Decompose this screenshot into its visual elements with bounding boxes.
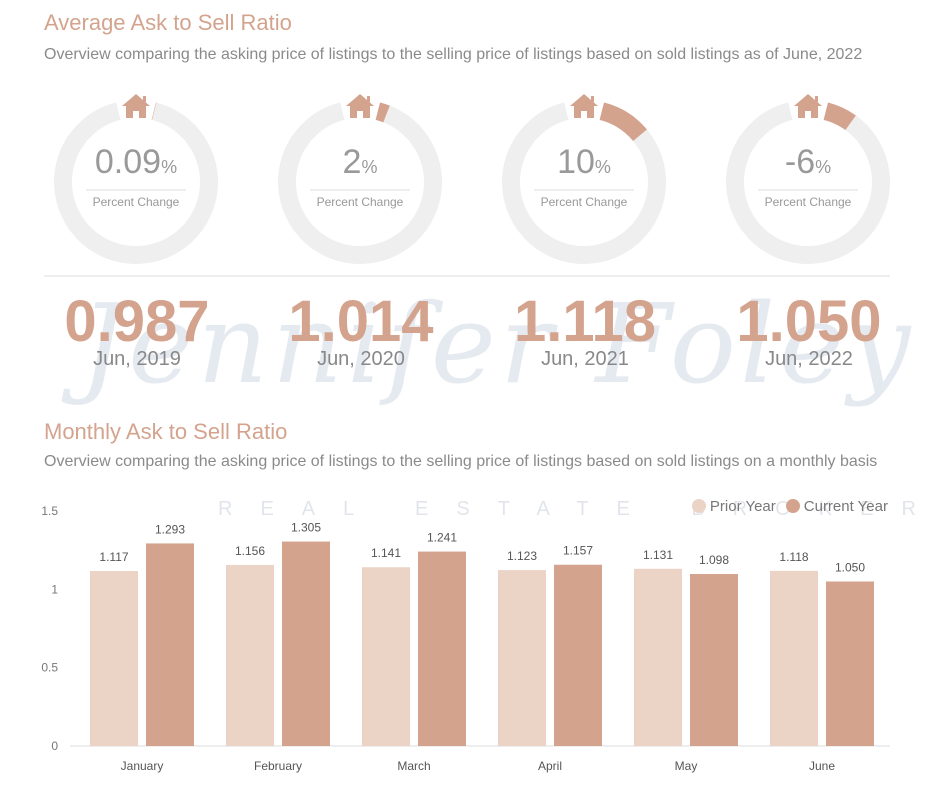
year-label: Jun, 2022 <box>765 348 853 370</box>
bar-prior-march[interactable] <box>362 567 410 746</box>
y-tick-label: 0 <box>51 739 58 753</box>
bar-current-april[interactable] <box>554 564 602 746</box>
bar-value-label: 1.141 <box>371 546 401 560</box>
house-icon <box>122 94 150 118</box>
legend-label: Current Year <box>803 498 888 515</box>
bar-current-january[interactable] <box>146 543 194 746</box>
gauge-ring <box>54 94 218 264</box>
gauge-1: 0.09% Percent Change <box>46 92 226 272</box>
gauge-fill <box>726 100 890 264</box>
bar-value-label: 1.117 <box>99 550 128 564</box>
legend-swatch <box>785 499 800 513</box>
bar-current-february[interactable] <box>282 541 330 746</box>
legend-current-year[interactable]: Current Year <box>785 498 888 515</box>
year-ratio: 1.014 <box>288 289 434 354</box>
year-stat: 0.987 Jun, 2019 <box>42 290 232 371</box>
divider <box>44 275 890 277</box>
gauge-label: Percent Change <box>764 195 852 209</box>
bar-value-label: 1.305 <box>291 521 321 535</box>
gauge-fill <box>502 100 666 264</box>
bar-prior-may[interactable] <box>634 568 682 746</box>
year-stat: 1.014 Jun, 2020 <box>266 290 456 371</box>
gauge-label: Percent Change <box>316 195 404 209</box>
gauge-ring <box>502 94 666 264</box>
chart-subtitle: Overview comparing the asking price of l… <box>44 453 878 470</box>
gauge-value: -6% <box>784 143 832 181</box>
gauge-label: Percent Change <box>540 195 628 209</box>
y-tick-label: 1.5 <box>41 504 58 518</box>
house-icon <box>346 94 374 118</box>
bar-prior-january[interactable] <box>90 571 138 746</box>
year-label: Jun, 2021 <box>541 348 629 370</box>
gauge-label: Percent Change <box>92 195 180 209</box>
year-ratio: 1.050 <box>736 289 882 354</box>
section-title: Average Ask to Sell Ratio <box>44 10 292 35</box>
year-ratio: 1.118 <box>514 289 656 354</box>
watermark-tagline: REAL ESTATE BROKER <box>218 498 940 520</box>
bar-value-label: 1.293 <box>155 522 185 536</box>
gauge-3: 10% Percent Change <box>494 92 674 272</box>
x-tick-label: March <box>397 759 430 773</box>
bar-value-label: 1.050 <box>835 561 865 575</box>
legend-swatch <box>691 499 706 513</box>
bar-value-label: 1.131 <box>643 548 673 562</box>
year-ratio: 0.987 <box>64 289 210 354</box>
legend-prior-year[interactable]: Prior Year <box>691 498 776 515</box>
legend-label: Prior Year <box>709 498 776 515</box>
gauge-ring <box>726 94 890 264</box>
year-label: Jun, 2019 <box>93 348 181 370</box>
x-tick-label: May <box>675 759 698 773</box>
bar-chart: 0 0.5 1 1.5 1.117 1.293 January 1.156 1.305 Febru… <box>41 504 890 773</box>
year-label: Jun, 2020 <box>317 348 405 370</box>
x-tick-label: June <box>809 759 835 773</box>
bar-value-label: 1.118 <box>779 550 808 564</box>
x-tick-label: April <box>538 759 562 773</box>
bar-current-june[interactable] <box>826 581 874 747</box>
y-tick-label: 0.5 <box>41 661 58 675</box>
house-icon <box>570 94 598 118</box>
bar-current-march[interactable] <box>418 551 466 746</box>
gauge-4: -6% Percent Change <box>718 92 898 272</box>
gauge-value: 2% <box>342 143 378 181</box>
bar-prior-june[interactable] <box>770 570 818 746</box>
chart-title: Monthly Ask to Sell Ratio <box>44 419 288 444</box>
gauge-value: 10% <box>557 143 611 181</box>
gauge-2: 2% Percent Change <box>270 92 450 272</box>
bar-prior-february[interactable] <box>226 564 274 746</box>
y-tick-label: 1 <box>51 582 58 596</box>
gauge-value: 0.09% <box>94 143 178 181</box>
x-tick-label: February <box>254 759 302 773</box>
bar-current-may[interactable] <box>690 573 738 746</box>
gauge-ring <box>278 94 442 264</box>
year-stat: 1.118 Jun, 2021 <box>490 290 680 371</box>
chart-legend: Prior Year Current Year <box>691 498 888 515</box>
bar-value-label: 1.157 <box>563 544 593 558</box>
bar-prior-april[interactable] <box>498 570 546 746</box>
year-stat: 1.050 Jun, 2022 <box>714 290 904 371</box>
house-icon <box>794 94 822 118</box>
watermark-signature: Jennifer Foley <box>80 280 915 408</box>
x-tick-label: January <box>121 759 164 773</box>
bar-value-label: 1.123 <box>507 549 537 563</box>
section-subtitle: Overview comparing the asking price of l… <box>44 46 863 63</box>
bar-value-label: 1.156 <box>235 544 265 558</box>
bar-value-label: 1.098 <box>699 553 729 567</box>
bar-value-label: 1.241 <box>427 531 457 545</box>
